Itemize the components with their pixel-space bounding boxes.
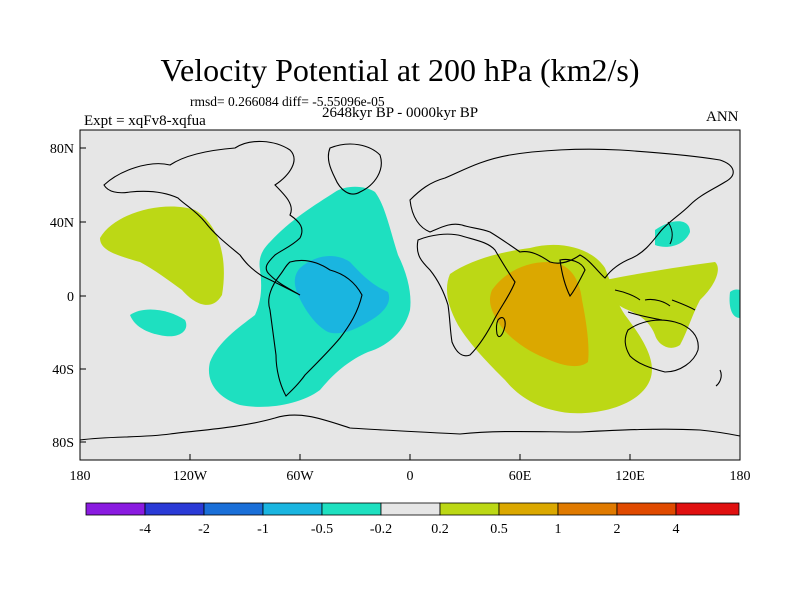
lat-ticks — [80, 147, 86, 443]
lat-label-40s: 40S — [52, 363, 74, 378]
field-pos-maritime-continent — [605, 262, 718, 348]
colorbar-box-11 — [675, 502, 740, 516]
colorbar-label-5: -0.2 — [370, 522, 392, 537]
coast-antarctica — [79, 414, 741, 441]
season-label: ANN — [706, 109, 739, 125]
coast-south-america — [268, 259, 363, 397]
field-pos-northeast-pacific — [100, 206, 224, 305]
coast-indonesia — [614, 289, 696, 321]
colorbar-box-1 — [85, 502, 146, 516]
lon-label-60w: 60W — [286, 469, 314, 484]
lon-label-0: 0 — [407, 469, 414, 484]
coast-madagascar — [495, 317, 506, 338]
coast-greenland — [327, 143, 382, 195]
lat-label-40n: 40N — [50, 216, 74, 231]
colorbar-label-8: 1 — [555, 522, 562, 537]
coast-new-zealand — [715, 369, 722, 387]
coast-japan — [667, 221, 673, 245]
colorbar-box-8 — [498, 502, 559, 516]
lat-label-0: 0 — [67, 290, 74, 305]
coast-eurasia — [409, 148, 734, 279]
colorbar — [85, 502, 740, 516]
colorbar-label-9: 2 — [614, 522, 621, 537]
colorbar-box-5 — [321, 502, 382, 516]
experiment-label: Expt = xqFv8-xqfua — [84, 113, 206, 129]
field-pos-core-indian — [489, 262, 589, 367]
lon-label-60e: 60E — [509, 469, 532, 484]
colorbar-box-9 — [557, 502, 618, 516]
period-label: 2648kyr BP - 0000kyr BP — [322, 105, 479, 121]
coast-india — [559, 258, 586, 297]
colorbar-label-6: 0.2 — [431, 522, 449, 537]
colorbar-label-1: -4 — [139, 522, 151, 537]
coastlines — [79, 140, 741, 441]
lon-ticks — [189, 454, 631, 460]
stats-text: rmsd= 0.266084 diff= -5.55096e-05 — [190, 94, 385, 109]
coast-australia — [624, 319, 699, 373]
field-neg-south-pacific — [130, 309, 187, 337]
colorbar-label-3: -1 — [257, 522, 269, 537]
lon-label-180w: 180 — [70, 469, 91, 484]
colorbar-box-3 — [203, 502, 264, 516]
colorbar-label-4: -0.5 — [311, 522, 333, 537]
lon-label-120e: 120E — [615, 469, 645, 484]
lat-label-80n: 80N — [50, 142, 74, 157]
colorbar-box-7 — [439, 502, 500, 516]
coast-africa — [416, 233, 516, 357]
colorbar-box-4 — [262, 502, 323, 516]
colorbar-box-2 — [144, 502, 205, 516]
field-neg-east-edge — [729, 289, 740, 318]
colorbar-label-7: 0.5 — [490, 522, 508, 537]
colorbar-label-10: 4 — [673, 522, 680, 537]
colorbar-box-10 — [616, 502, 677, 516]
colorbar-label-2: -2 — [198, 522, 210, 537]
colorbar-box-6 — [380, 502, 441, 516]
lon-label-180e: 180 — [730, 469, 751, 484]
lat-label-80s: 80S — [52, 436, 74, 451]
lon-label-120w: 120W — [173, 469, 208, 484]
field-neg-core-amazon — [294, 256, 390, 334]
coast-north-america — [103, 140, 303, 296]
map-title: Velocity Potential at 200 hPa (km2/s) — [160, 52, 640, 88]
